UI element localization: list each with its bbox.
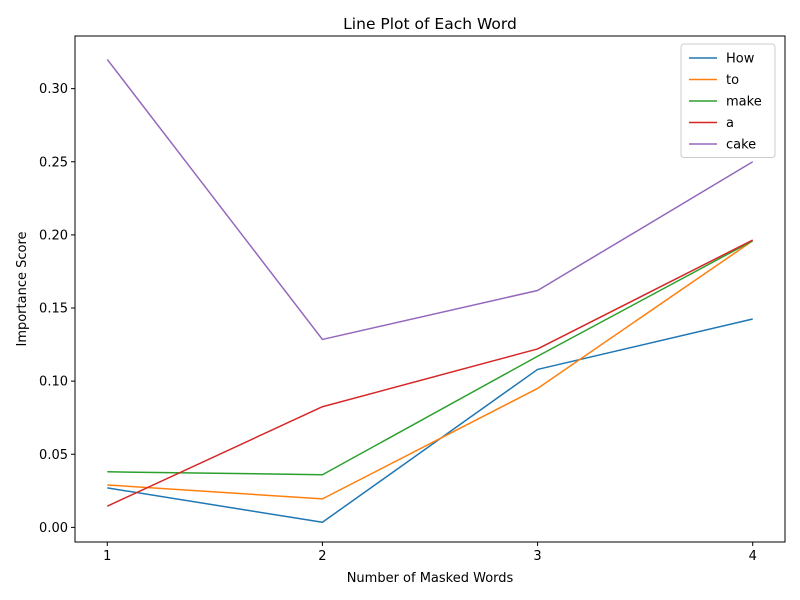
legend-frame xyxy=(680,43,776,158)
x-axis: 1 2 3 4 xyxy=(103,542,757,564)
y-tick-label: 0.15 xyxy=(39,302,68,317)
x-axis-label: Number of Masked Words xyxy=(347,571,514,586)
series-line-cake xyxy=(106,58,754,341)
y-tick-label: 0.00 xyxy=(39,521,68,536)
x-tick-label: 3 xyxy=(533,549,541,564)
legend: How to make a cake xyxy=(680,43,776,158)
series-line-make xyxy=(107,240,754,476)
legend-label-cake: cake xyxy=(726,138,756,153)
chart-title: Line Plot of Each Word xyxy=(343,15,517,33)
plot-frame xyxy=(74,35,786,543)
y-axis-label: Importance Score xyxy=(15,231,30,346)
legend-label-to: to xyxy=(726,73,739,88)
x-tick-label: 4 xyxy=(749,549,757,564)
legend-label-a: a xyxy=(726,116,734,131)
series-line-how xyxy=(107,318,753,524)
y-tick-label: 0.20 xyxy=(39,228,68,243)
x-tick-label: 2 xyxy=(318,549,326,564)
y-tick-label: 0.05 xyxy=(39,448,68,463)
legend-label-how: How xyxy=(726,52,755,67)
plot-lines xyxy=(106,58,754,524)
series-line-a xyxy=(106,239,754,507)
y-tick-label: 0.10 xyxy=(39,375,68,390)
y-axis: 0.00 0.05 0.10 0.15 0.20 0.25 0.30 xyxy=(39,82,75,536)
x-tick-label: 1 xyxy=(103,549,111,564)
y-tick-label: 0.25 xyxy=(39,155,68,170)
series-line-to xyxy=(107,240,754,500)
legend-label-make: make xyxy=(726,95,762,110)
y-tick-label: 0.30 xyxy=(39,82,68,97)
